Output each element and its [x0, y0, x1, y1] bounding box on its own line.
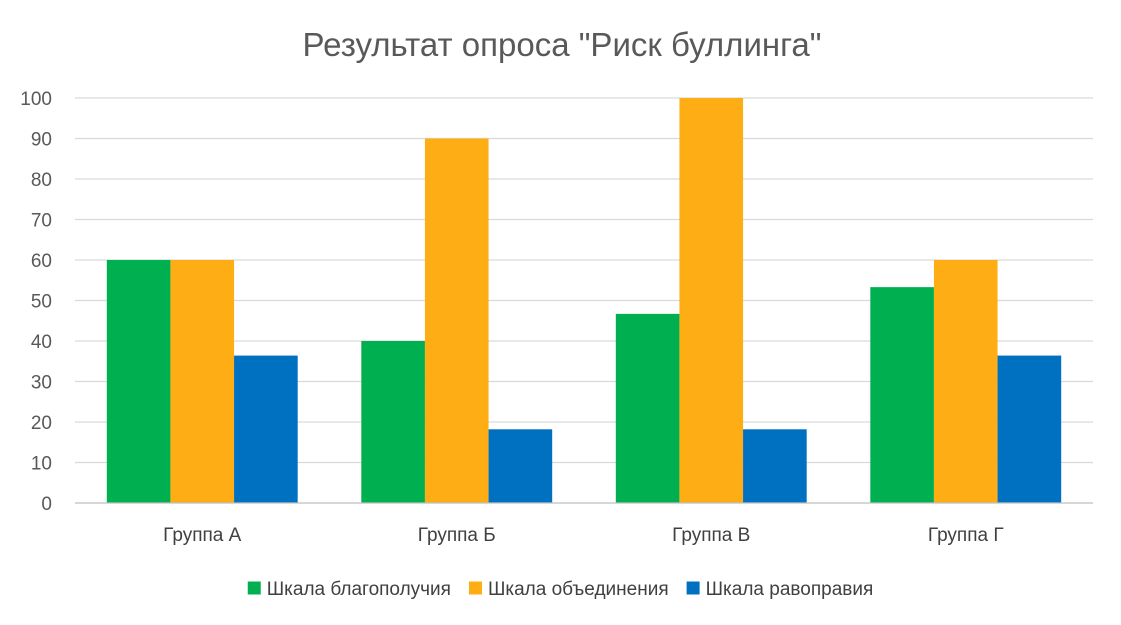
bar	[106, 260, 171, 503]
bar	[424, 138, 489, 503]
bar	[488, 429, 553, 503]
y-tick-label: 30	[31, 373, 52, 394]
bar	[615, 313, 680, 503]
bar	[743, 429, 807, 503]
y-tick-label: 0	[41, 494, 52, 515]
bar	[933, 260, 998, 503]
y-tick-label: 100	[20, 89, 52, 110]
y-tick-label: 70	[31, 211, 52, 232]
y-tick-label: 60	[31, 251, 52, 272]
x-category-label: Группа В	[672, 525, 750, 546]
y-tick-label: 90	[31, 130, 52, 151]
chart-title: Результат опроса "Риск буллинга"	[303, 26, 822, 63]
bar	[870, 287, 934, 503]
legend-item: Шкала благополучия	[247, 579, 451, 600]
bar	[997, 355, 1062, 503]
bar	[679, 98, 744, 503]
legend-label: Шкала объединения	[488, 579, 669, 600]
bars	[106, 98, 1062, 503]
x-category-label: Группа Б	[418, 525, 496, 546]
y-tick-label: 80	[31, 170, 52, 191]
legend-label: Шкала равоправия	[706, 579, 874, 600]
y-axis-ticks: 0 10 20 30 40 50 60 70 80 90 100	[20, 89, 52, 515]
bar	[361, 341, 425, 503]
legend: Шкала благополучия Шкала объединения Шкала…	[247, 579, 874, 600]
y-tick-label: 20	[31, 413, 52, 434]
legend-item: Шкала объединения	[468, 579, 669, 600]
y-tick-label: 40	[31, 332, 52, 353]
legend-swatch	[468, 581, 482, 595]
x-category-label: Группа А	[163, 525, 241, 546]
y-tick-label: 10	[31, 454, 52, 475]
bar	[170, 260, 235, 503]
x-category-label: Группа Г	[928, 525, 1004, 546]
legend-swatch	[686, 581, 700, 595]
x-axis-categories: Группа А Группа Б Группа В Группа Г	[163, 525, 1003, 546]
bar	[234, 355, 298, 503]
legend-swatch	[247, 581, 261, 595]
y-tick-label: 50	[31, 292, 52, 313]
legend-item: Шкала равоправия	[686, 579, 874, 600]
legend-label: Шкала благополучия	[267, 579, 451, 600]
